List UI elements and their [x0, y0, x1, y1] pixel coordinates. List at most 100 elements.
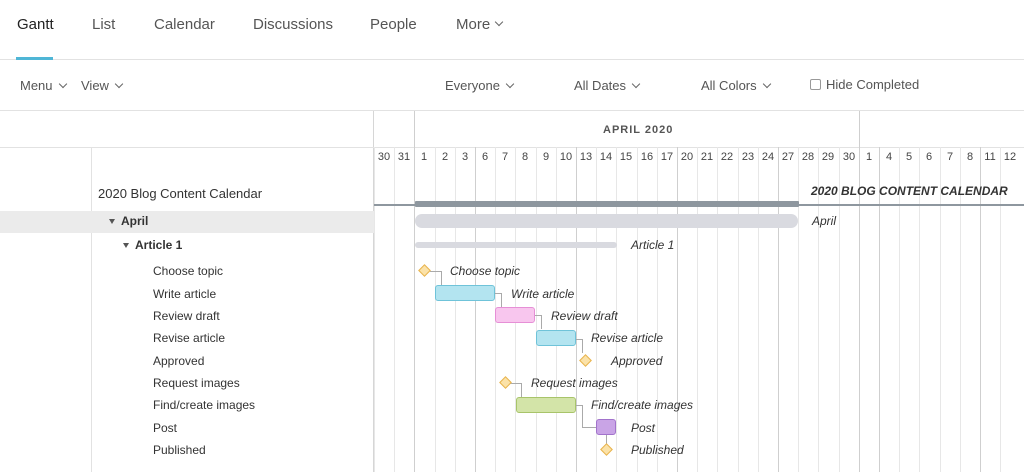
milestone-choose-topic[interactable]	[418, 264, 431, 277]
milestone-approved[interactable]	[579, 354, 592, 367]
dependency-connector	[495, 293, 501, 294]
task-bar-write-article[interactable]	[435, 285, 495, 301]
day-label: 8	[521, 151, 529, 163]
tab-people[interactable]: People	[370, 16, 417, 33]
task-row-revise-article[interactable]: Revise article	[153, 331, 226, 345]
day-column-line	[475, 147, 476, 472]
dependency-connector	[535, 315, 541, 316]
task-bar-label: Request images	[531, 376, 618, 390]
task-bar-revise-article[interactable]	[536, 330, 576, 346]
day-column-line	[818, 147, 819, 472]
dependency-connector	[576, 339, 582, 340]
dependency-connector	[441, 271, 442, 285]
chevron-down-icon	[762, 79, 771, 89]
day-column-line	[697, 147, 698, 472]
milestone-published[interactable]	[600, 443, 613, 456]
tab-more-label: More	[456, 16, 491, 33]
expand-triangle-icon[interactable]	[123, 243, 129, 248]
task-row-published[interactable]: Published	[153, 443, 206, 457]
day-column-line	[738, 147, 739, 472]
tab-discussions[interactable]: Discussions	[253, 16, 334, 33]
dependency-connector	[501, 293, 502, 307]
day-label: 20	[680, 151, 694, 163]
dependency-connector	[521, 383, 522, 397]
day-label: 8	[966, 151, 974, 163]
expand-triangle-icon[interactable]	[109, 219, 115, 224]
task-row-approved[interactable]: Approved	[153, 354, 205, 368]
tab-list[interactable]: List	[92, 16, 116, 33]
dates-filter-dropdown[interactable]: All Dates	[574, 78, 641, 93]
day-column-line	[394, 147, 395, 472]
project-bar-label: 2020 BLOG CONTENT CALENDAR	[811, 184, 1008, 198]
day-column-line	[374, 147, 375, 472]
view-dropdown-label: View	[81, 78, 109, 93]
day-label: 11	[984, 151, 996, 163]
day-label: 16	[640, 151, 654, 163]
day-column-line	[596, 147, 597, 472]
day-label: 28	[801, 151, 815, 163]
subgroup-bar-label: Article 1	[631, 238, 675, 252]
milestone-request-images[interactable]	[499, 376, 512, 389]
active-tab-indicator	[16, 57, 53, 60]
day-column-line	[839, 147, 840, 472]
chevron-down-icon	[114, 79, 124, 89]
timeline-chart: APRIL 2020 30 31 1 2 3 6 7 8 9 10 13 14 15 16 17 20 21 22…	[374, 111, 1024, 472]
top-tab-bar: Gantt List Calendar Discussions People M…	[0, 0, 1024, 60]
day-label: 23	[741, 151, 755, 163]
task-bar-label: Choose topic	[450, 264, 521, 278]
task-bar-label: Find/create images	[591, 398, 694, 412]
hide-completed-checkbox[interactable]	[810, 79, 821, 90]
dependency-connector	[582, 339, 583, 353]
group-row-april[interactable]: April	[109, 214, 148, 228]
task-bar-review-draft[interactable]	[495, 307, 535, 323]
day-column-line	[414, 111, 415, 472]
day-column-line	[960, 147, 961, 472]
day-label: 4	[885, 151, 893, 163]
task-row-request-images[interactable]: Request images	[153, 376, 240, 390]
project-name[interactable]: 2020 Blog Content Calendar	[98, 186, 263, 201]
day-label: 6	[925, 151, 933, 163]
everyone-filter-label: Everyone	[445, 78, 500, 93]
selected-row-highlight	[0, 211, 374, 233]
task-row-find-create-images[interactable]: Find/create images	[153, 398, 256, 412]
task-row-post[interactable]: Post	[153, 421, 178, 435]
day-label: 5	[905, 151, 913, 163]
menu-dropdown[interactable]: Menu	[20, 78, 67, 93]
day-column-line	[758, 147, 759, 472]
day-label: 30	[377, 151, 391, 163]
day-label: 7	[501, 151, 509, 163]
day-column-line	[576, 147, 577, 472]
day-label: 31	[397, 151, 411, 163]
subgroup-row-article-1[interactable]: Article 1	[123, 238, 182, 252]
colors-filter-dropdown[interactable]: All Colors	[701, 78, 771, 93]
day-column-line	[778, 147, 779, 472]
day-column-line	[536, 147, 537, 472]
task-row-review-draft[interactable]: Review draft	[153, 309, 220, 323]
tab-more[interactable]: More	[456, 16, 504, 33]
dependency-connector	[582, 405, 583, 427]
task-bar-post[interactable]	[596, 419, 616, 435]
hide-completed-toggle[interactable]: Hide Completed	[810, 77, 919, 92]
dependency-connector	[576, 405, 582, 406]
day-label: 9	[542, 151, 550, 163]
task-bar-find-create-images[interactable]	[516, 397, 576, 413]
group-bar-april[interactable]	[415, 214, 798, 228]
view-dropdown[interactable]: View	[81, 78, 124, 93]
task-bar-label: Revise article	[591, 331, 664, 345]
day-column-line	[899, 147, 900, 472]
gantt-toolbar: Menu View Everyone All Dates All Colors …	[0, 61, 1024, 111]
day-label: 17	[660, 151, 674, 163]
task-row-choose-topic[interactable]: Choose topic	[153, 264, 224, 278]
chevron-down-icon	[631, 79, 641, 89]
everyone-filter-dropdown[interactable]: Everyone	[445, 78, 515, 93]
chevron-down-icon	[494, 17, 504, 27]
task-row-write-article[interactable]: Write article	[153, 287, 217, 301]
tab-gantt[interactable]: Gantt	[17, 16, 54, 33]
day-column-line	[1000, 147, 1001, 472]
subgroup-bar-article-1[interactable]	[415, 242, 617, 248]
group-label: April	[121, 214, 149, 228]
tab-calendar[interactable]: Calendar	[154, 16, 215, 33]
day-label: 29	[821, 151, 835, 163]
dependency-connector	[430, 271, 442, 272]
chevron-down-icon	[505, 79, 515, 89]
